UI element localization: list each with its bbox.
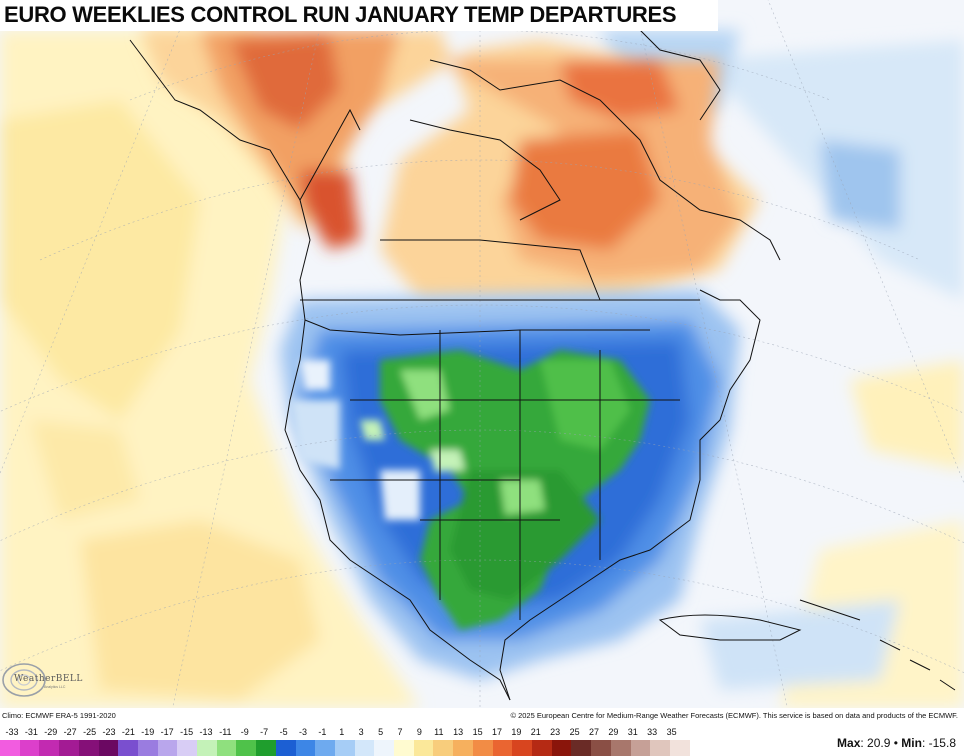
legend-label: 17 [491,727,503,737]
legend-label: 3 [358,727,364,737]
separator: • [893,736,898,750]
max-min-readout: Max: 20.9 • Min: -15.8 [837,736,956,750]
colorbar-swatch [256,740,276,756]
boundaries [129,29,956,701]
colorbar-swatch [137,740,158,756]
colorbar-swatch [177,740,198,756]
colorbar-swatch [472,740,493,756]
legend-label: 19 [511,727,522,737]
colorbar-swatch [118,740,138,756]
logo-name: WeatherBELL [14,674,83,684]
colorbar-swatch [157,740,178,756]
graticule [0,0,964,708]
colorbar-swatch [630,740,651,756]
colorbar-swatch [374,740,395,756]
colorbar-swatch [275,740,296,756]
legend-label: 5 [378,727,384,737]
legend-colorbar [0,740,690,756]
cold-anomaly-core [360,350,650,630]
legend-label: 31 [627,727,638,737]
logo-sub: Analytics LLC [44,685,66,689]
colorbar-swatch [650,740,670,756]
temperature-departure-map: EURO WEEKLIES CONTROL RUN JANUARY TEMP D… [0,0,964,708]
legend-label: -3 [298,727,308,737]
copyright-text: © 2025 European Centre for Medium-Range … [510,711,958,720]
colorbar-swatch [531,740,552,756]
warm-anomaly-west [0,30,420,708]
min-label: Min [901,736,922,750]
legend-label: 23 [550,727,561,737]
colorbar-swatch [0,740,20,756]
legend-label: 11 [434,727,444,737]
legend-label: 9 [416,727,422,737]
warm-anomaly-canada [140,30,760,300]
title-banner: EURO WEEKLIES CONTROL RUN JANUARY TEMP D… [0,0,718,31]
colorbar-swatch [236,740,257,756]
footer: Climo: ECMWF ERA-5 1991-2020 © 2025 Euro… [0,708,964,756]
legend-label: -5 [279,727,288,737]
legend-label: 7 [397,727,403,737]
legend-label: -33 [5,727,19,737]
colorbar-swatch [669,740,690,756]
colorbar-swatch [98,740,119,756]
colorbar-swatch [315,740,335,756]
colorbar-swatch [433,740,454,756]
legend-label: 15 [472,727,483,737]
legend-label: -13 [199,727,213,737]
colorbar-swatch [295,740,316,756]
legend-label: -11 [219,727,232,737]
legend-label: 29 [608,727,619,737]
climo-text: Climo: ECMWF ERA-5 1991-2020 [2,711,116,720]
colorbar-swatch [394,740,414,756]
legend-label: -17 [160,727,174,737]
legend-label: 1 [339,727,345,737]
legend-label: -23 [102,727,116,737]
legend-label: -25 [83,727,97,737]
max-value: 20.9 [867,736,891,750]
colorbar-swatch [78,740,99,756]
colorbar-swatch [413,740,434,756]
legend-label: 25 [569,727,580,737]
legend-label: 13 [453,727,464,737]
weatherbell-logo: WeatherBELL Analytics LLC [0,656,90,702]
legend-label: -31 [24,727,38,737]
colorbar-swatch [216,740,237,756]
colorbar-swatch [197,740,217,756]
legend-label: -19 [141,727,155,737]
colorbar-swatch [334,740,355,756]
legend-label: -9 [240,727,249,737]
legend-label: -21 [121,727,135,737]
legend-label: -29 [44,727,58,737]
legend-label: -15 [180,727,194,737]
swirl-icon [2,663,46,697]
legend-label: 35 [666,727,677,737]
colorbar-swatch [39,740,60,756]
west-light-patches [290,360,420,520]
colorbar-swatch [453,740,473,756]
legend-label: -27 [63,727,77,737]
colorbar-swatch [551,740,572,756]
colorbar-swatch [571,740,592,756]
legend-label: -1 [318,727,327,737]
colorbar-swatch [610,740,631,756]
colorbar-swatch [19,740,40,756]
max-label: Max [837,736,861,750]
colorbar-swatch [59,740,79,756]
colorbar-swatch [492,740,513,756]
legend-label: -7 [260,727,269,737]
legend-label: 27 [588,727,600,737]
colorbar-swatch [512,740,532,756]
legend-label: 21 [530,727,541,737]
map-title: EURO WEEKLIES CONTROL RUN JANUARY TEMP D… [4,2,677,27]
min-value: -15.8 [928,736,956,750]
map-canvas [0,0,964,708]
colorbar-swatch [354,740,375,756]
legend-label: 33 [647,727,658,737]
colorbar-swatch [591,740,611,756]
